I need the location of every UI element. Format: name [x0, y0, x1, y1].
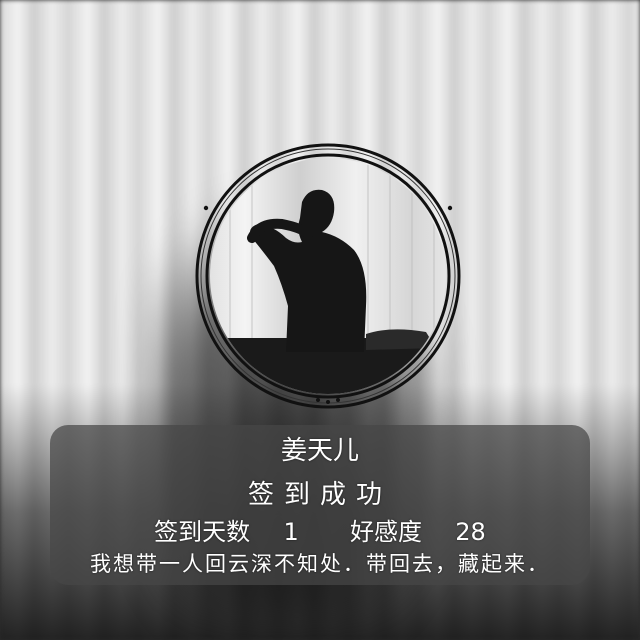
- checkin-stats: 签到天数 1 好感度 28: [0, 512, 640, 547]
- silhouette-photo-icon: [195, 143, 461, 409]
- checkin-headline: 签到成功: [247, 480, 392, 510]
- avatar: [190, 138, 466, 414]
- favor-value: 28: [455, 518, 486, 546]
- user-name: 姜天儿: [280, 436, 359, 466]
- days-label: 签到天数: [154, 518, 251, 546]
- info-card: [50, 425, 590, 585]
- motto-text: 我想带一人回云深不知处．带回去，藏起来．: [90, 552, 550, 576]
- days-value: 1: [283, 518, 299, 546]
- favor-label: 好感度: [350, 518, 422, 546]
